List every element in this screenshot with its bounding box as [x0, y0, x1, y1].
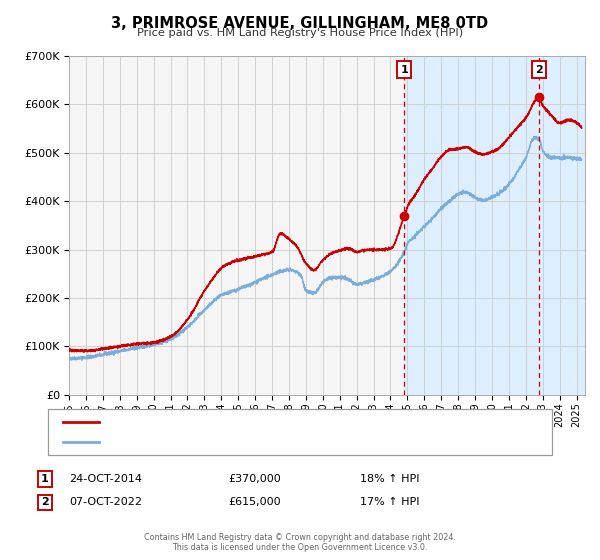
Bar	[404, 56, 585, 395]
Text: 2: 2	[535, 64, 542, 74]
Text: 1: 1	[41, 474, 49, 484]
Text: 07-OCT-2022: 07-OCT-2022	[69, 497, 142, 507]
Text: 2: 2	[41, 497, 49, 507]
Text: This data is licensed under the Open Government Licence v3.0.: This data is licensed under the Open Gov…	[172, 543, 428, 552]
Text: 3, PRIMROSE AVENUE, GILLINGHAM, ME8 0TD: 3, PRIMROSE AVENUE, GILLINGHAM, ME8 0TD	[112, 16, 488, 31]
Text: 3, PRIMROSE AVENUE, GILLINGHAM, ME8 0TD (detached house): 3, PRIMROSE AVENUE, GILLINGHAM, ME8 0TD …	[108, 417, 439, 427]
Text: Price paid vs. HM Land Registry's House Price Index (HPI): Price paid vs. HM Land Registry's House …	[137, 28, 463, 38]
Text: 18% ↑ HPI: 18% ↑ HPI	[360, 474, 419, 484]
Text: 24-OCT-2014: 24-OCT-2014	[69, 474, 142, 484]
Text: £615,000: £615,000	[228, 497, 281, 507]
Text: 17% ↑ HPI: 17% ↑ HPI	[360, 497, 419, 507]
Text: £370,000: £370,000	[228, 474, 281, 484]
Text: HPI: Average price, detached house, Medway: HPI: Average price, detached house, Medw…	[108, 437, 344, 447]
Text: 1: 1	[400, 64, 408, 74]
Text: Contains HM Land Registry data © Crown copyright and database right 2024.: Contains HM Land Registry data © Crown c…	[144, 533, 456, 542]
